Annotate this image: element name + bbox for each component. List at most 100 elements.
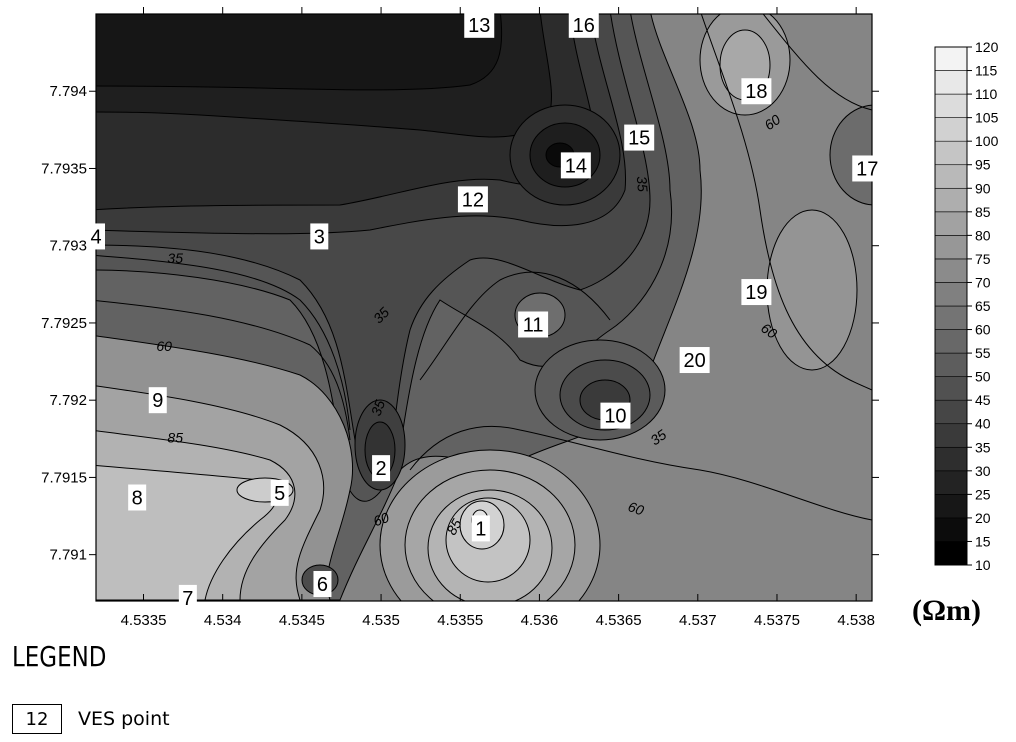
ves-point-label: 13 [468, 15, 490, 37]
colorbar-label: 45 [975, 392, 991, 408]
ves-point-label: 19 [745, 282, 767, 304]
colorbar-swatch [934, 470, 968, 495]
colorbar-swatch [934, 235, 968, 260]
colorbar-label: 20 [975, 510, 991, 526]
colorbar-swatch [934, 258, 968, 283]
colorbar-swatch [934, 399, 968, 425]
ves-point: 4 [87, 223, 105, 250]
colorbar-swatch [934, 140, 968, 166]
colorbar-swatch [934, 494, 968, 519]
ves-point-label: 17 [856, 158, 878, 180]
isoline-label: 35 [167, 250, 183, 266]
colorbar-swatch [934, 541, 968, 566]
ves-point: 16 [568, 11, 599, 38]
ves-point-box [457, 186, 488, 213]
colorbar-swatch [934, 352, 968, 377]
ves-point-box [741, 78, 772, 105]
isoline-label: 85 [443, 516, 465, 538]
ves-point: 2 [372, 455, 391, 482]
ves-point: 18 [741, 78, 772, 105]
isoline-extra-6 [419, 271, 611, 381]
ves-point-box [178, 584, 197, 611]
colorbar-label: 105 [975, 110, 999, 126]
isoline-label-text: 35 [368, 398, 388, 418]
ves-point-box [87, 223, 105, 250]
ves-point-label: 2 [375, 458, 386, 480]
ves-point: 17 [852, 155, 883, 182]
colorbar-label: 90 [975, 180, 991, 196]
colorbar-swatch [934, 117, 968, 142]
ves-point-box [310, 223, 329, 250]
isoline-label-text: 85 [443, 516, 465, 538]
ves-point: 1 [471, 515, 490, 542]
ves-point-box [624, 124, 655, 151]
ves-point-box [313, 571, 332, 598]
isoline-extra-2 [96, 300, 351, 441]
contour-high-19 [766, 209, 858, 371]
colorbar-swatch [934, 282, 968, 307]
ves-point-label: 1 [475, 518, 486, 540]
isoline-label: 60 [626, 498, 646, 518]
y-tick-label: 7.794 [49, 83, 87, 100]
colorbar-swatch [934, 423, 968, 448]
x-tick-label: 4.535 [362, 612, 400, 629]
ves-point-label: 16 [573, 15, 595, 37]
colorbar-label: 40 [975, 416, 991, 432]
colorbar-label: 75 [975, 251, 991, 267]
ves-point-box [148, 387, 167, 414]
y-tick-label: 7.7935 [41, 160, 87, 177]
legend-sample-box: 12 [12, 704, 62, 734]
colorbar-label: 120 [975, 39, 999, 55]
ves-point-box [518, 311, 549, 338]
isoline-extra-1 [96, 254, 351, 431]
colorbar-label: 110 [975, 86, 998, 102]
colorbar-swatch [934, 517, 968, 542]
ves-point: 7 [178, 584, 197, 611]
ves-point-box [741, 279, 772, 306]
isoline-label: 85 [167, 429, 183, 445]
isoline-label: 35 [634, 175, 651, 192]
colorbar-swatch [934, 376, 968, 401]
ves-point-label: 14 [565, 155, 587, 177]
y-axis: 7.794 7.7935 7.793 7.7925 7.792 7.7915 7.791 [41, 83, 879, 564]
isoline-extra-3 [409, 425, 872, 521]
isoline-extra-5 [762, 14, 872, 111]
x-tick-label: 4.5355 [437, 612, 483, 629]
isoline-label-text: 85 [167, 429, 183, 445]
x-tick-label: 4.537 [679, 612, 717, 629]
y-tick-label: 7.793 [49, 238, 87, 255]
ves-point-label: 5 [274, 483, 285, 505]
isoline-label: 60 [371, 509, 391, 529]
ves-point-label: 6 [317, 574, 328, 596]
ves-point: 6 [313, 571, 332, 598]
ves-point-label: 10 [604, 406, 626, 428]
ves-point-label: 15 [628, 128, 650, 150]
ves-point: 8 [128, 484, 147, 511]
colorbar-label: 55 [975, 345, 991, 361]
colorbar-label: 30 [975, 463, 991, 479]
colorbar-swatch [934, 70, 968, 95]
ves-point: 9 [148, 387, 167, 414]
isoline-label: 35 [368, 398, 388, 418]
colorbar-label: 115 [975, 63, 998, 79]
colorbar: 10 15 20 25 30 35 40 45 50 55 60 65 70 75 80 85 90 95 100 1… [934, 39, 999, 573]
ves-point-label: 11 [523, 314, 544, 336]
colorbar-label: 50 [975, 369, 991, 385]
isoline-label-text: 60 [626, 498, 646, 518]
colorbar-swatch [934, 211, 968, 236]
x-tick-label: 4.5365 [596, 612, 642, 629]
ves-point-label: 9 [152, 390, 163, 412]
ves-point-label: 4 [90, 226, 101, 248]
legend-title: LEGEND [12, 640, 107, 673]
ves-point-label: 18 [745, 81, 767, 103]
ves-point-label: 7 [182, 588, 193, 610]
colorbar-label: 95 [975, 157, 991, 173]
colorbar-label: 100 [975, 133, 999, 149]
y-tick-label: 7.791 [49, 547, 87, 564]
colorbar-label: 65 [975, 298, 991, 314]
isoline-label-text: 60 [371, 509, 391, 529]
colorbar-swatch [934, 446, 968, 472]
colorbar-label: 10 [975, 557, 991, 573]
